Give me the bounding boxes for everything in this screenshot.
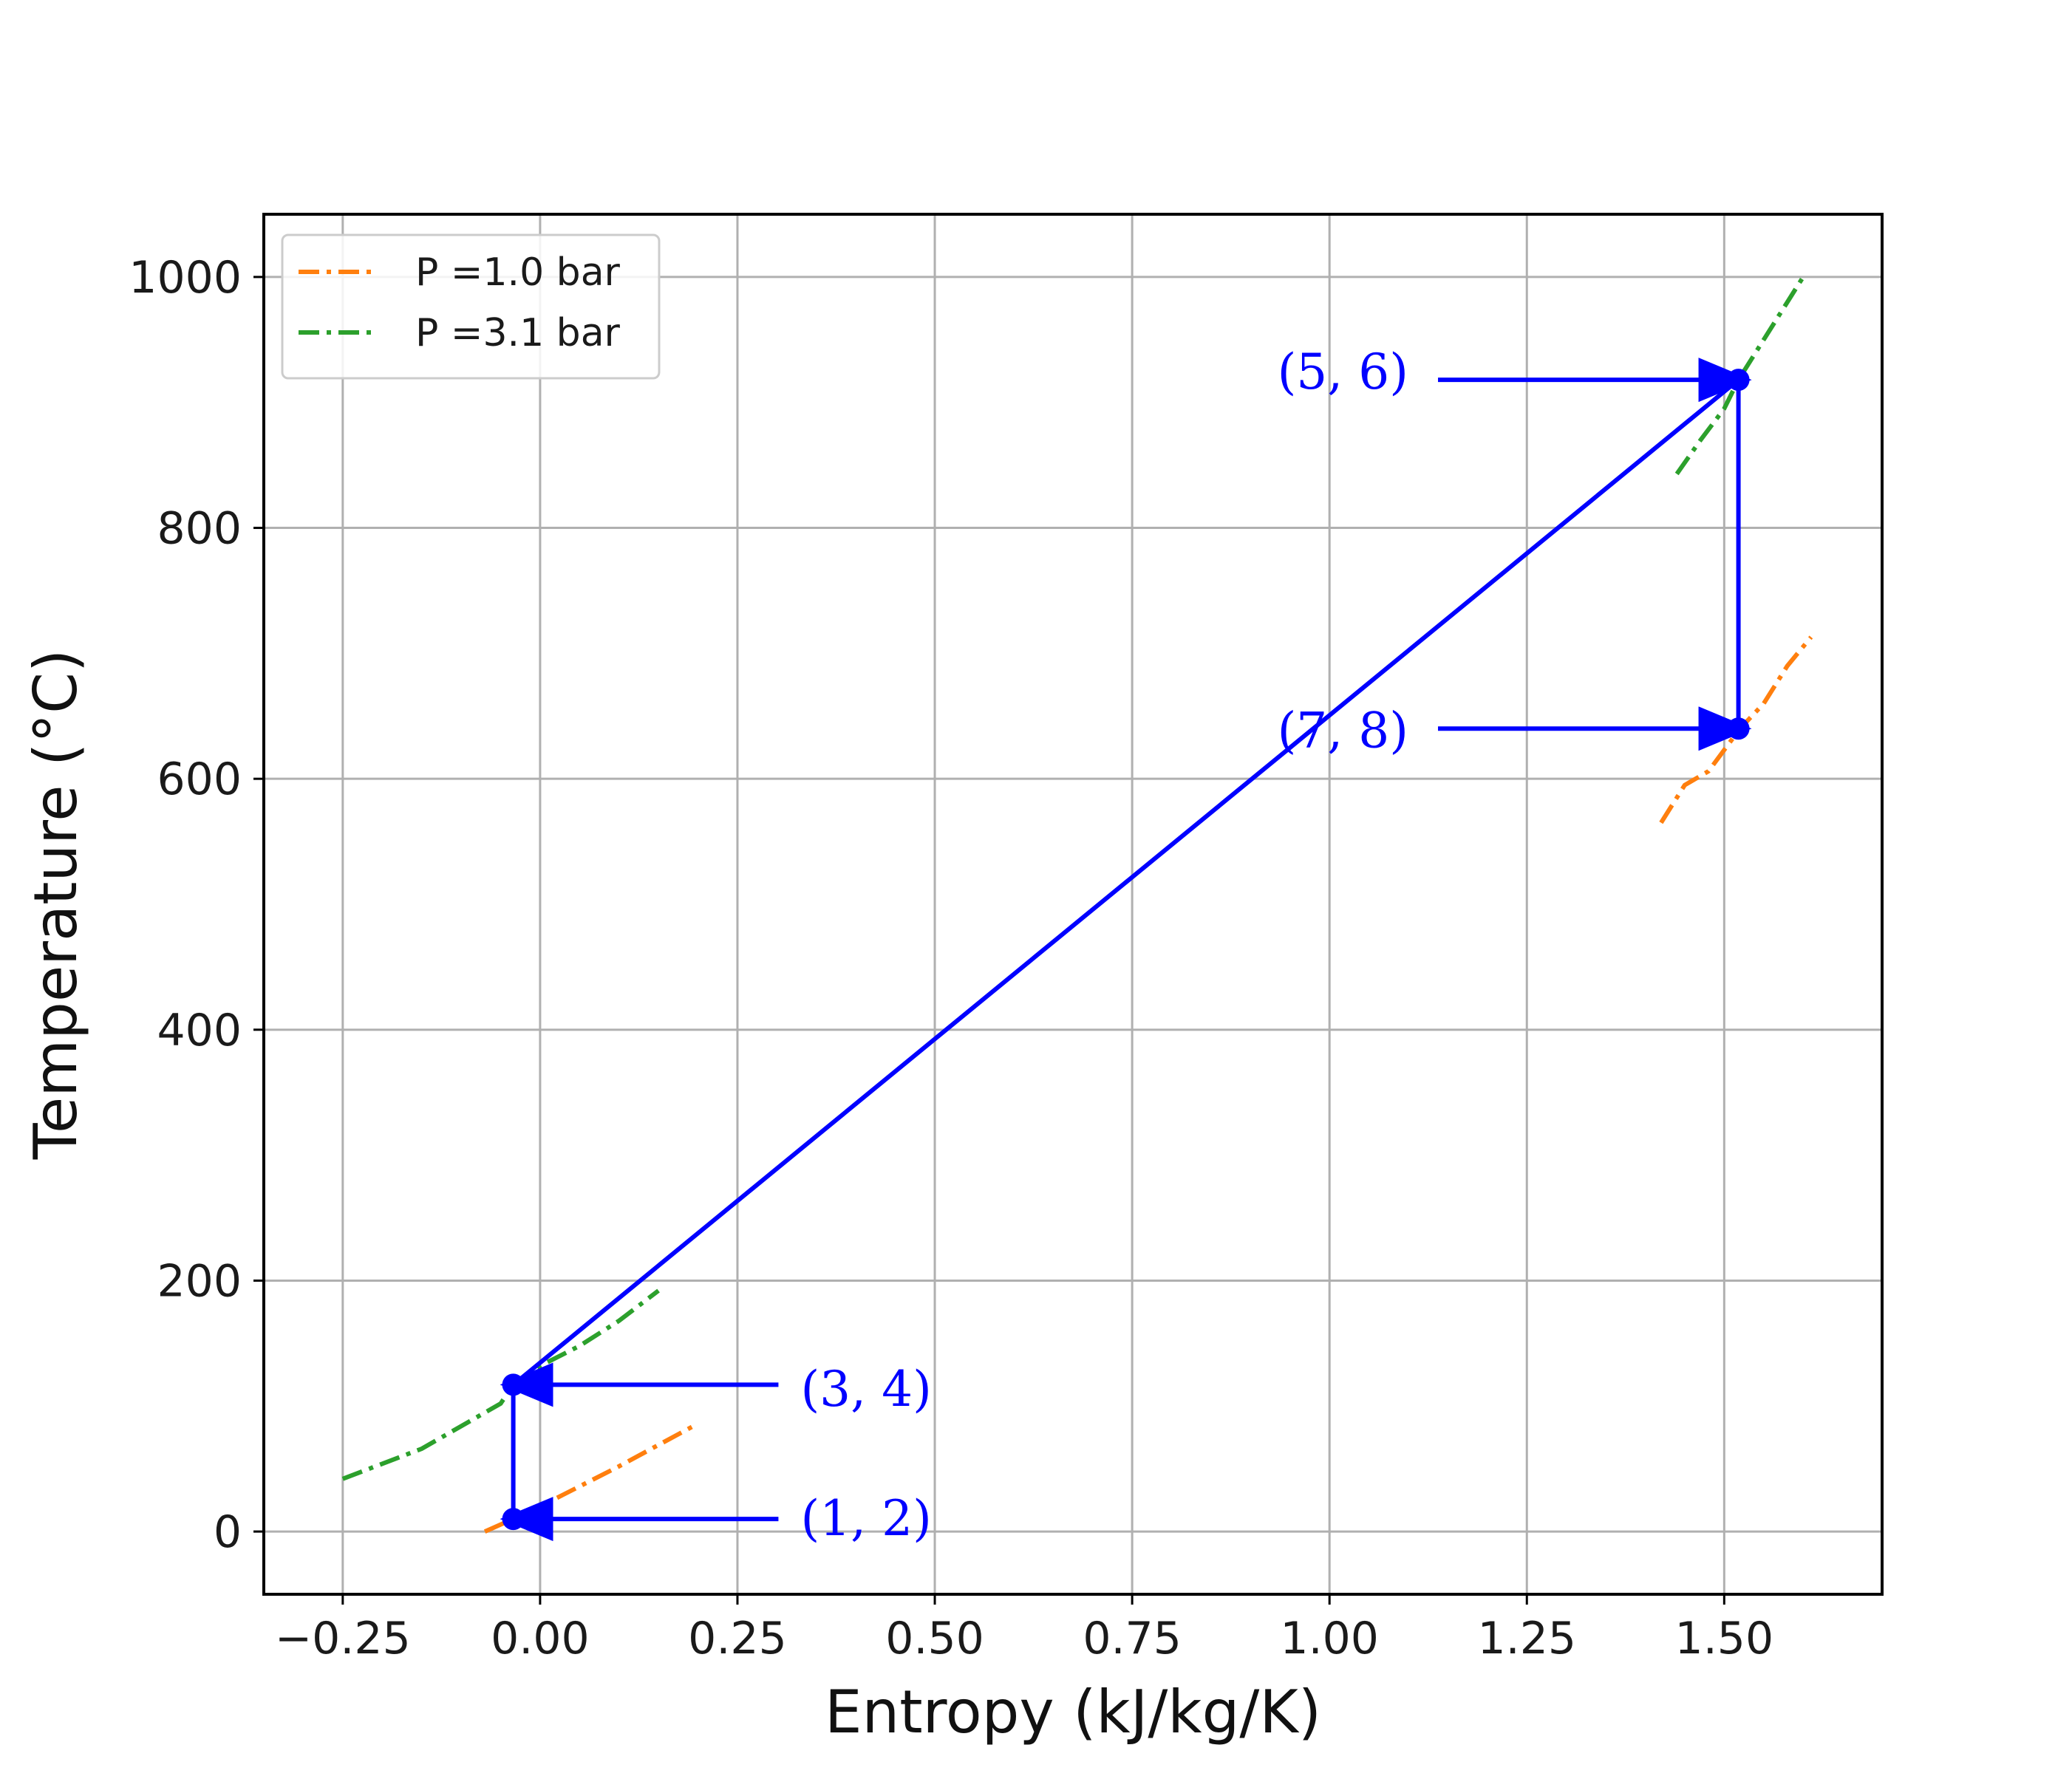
x-tick-label: −0.25 bbox=[275, 1613, 411, 1664]
x-tick-label: 1.00 bbox=[1280, 1613, 1379, 1664]
x-tick-label: 0.75 bbox=[1083, 1613, 1182, 1664]
x-axis-label: Entropy (kJ/kg/K) bbox=[825, 1678, 1321, 1746]
legend-label: P =1.0 bar bbox=[415, 250, 621, 295]
y-axis-ticks: 0 200 400 600 800 1000 bbox=[129, 252, 264, 1558]
legend: P =1.0 bar P =3.1 bar bbox=[281, 233, 661, 380]
state-point-marker bbox=[1727, 369, 1750, 392]
x-axis-ticks: −0.25 0.00 0.25 0.50 0.75 1.00 1.25 1.50 bbox=[275, 1594, 1773, 1664]
state-point-marker bbox=[1727, 717, 1750, 740]
x-tick-label: 0.00 bbox=[491, 1613, 590, 1664]
x-tick-label: 0.50 bbox=[885, 1613, 984, 1664]
series-layer bbox=[341, 276, 1813, 1534]
y-tick-label: 200 bbox=[157, 1255, 242, 1307]
x-tick-label: 0.25 bbox=[688, 1613, 787, 1664]
annotation-label: (5, 6) bbox=[1278, 344, 1408, 400]
annotation-label: (1, 2) bbox=[800, 1490, 931, 1547]
annotation-label: (7, 8) bbox=[1278, 703, 1408, 759]
plot-frame bbox=[262, 213, 1884, 1596]
grid-lines bbox=[264, 214, 1882, 1594]
y-tick-label: 1000 bbox=[129, 252, 242, 304]
cycle-path-line bbox=[511, 378, 1741, 1520]
state-point-marker bbox=[502, 1373, 525, 1396]
y-axis-label: Temperature (°C) bbox=[21, 649, 90, 1160]
annotation-layer: (1, 2) (3, 4) (5, 6) (7, 8) bbox=[500, 344, 1752, 1547]
y-tick-label: 800 bbox=[157, 503, 242, 555]
x-tick-label: 1.25 bbox=[1477, 1613, 1576, 1664]
y-tick-label: 0 bbox=[214, 1506, 242, 1558]
x-tick-label: 1.50 bbox=[1675, 1613, 1774, 1664]
state-point-marker bbox=[502, 1508, 525, 1531]
annotation-label: (3, 4) bbox=[800, 1361, 931, 1418]
legend-box bbox=[281, 233, 661, 380]
y-tick-label: 400 bbox=[157, 1005, 242, 1056]
legend-label: P =3.1 bar bbox=[415, 311, 621, 355]
y-tick-label: 600 bbox=[157, 754, 242, 805]
